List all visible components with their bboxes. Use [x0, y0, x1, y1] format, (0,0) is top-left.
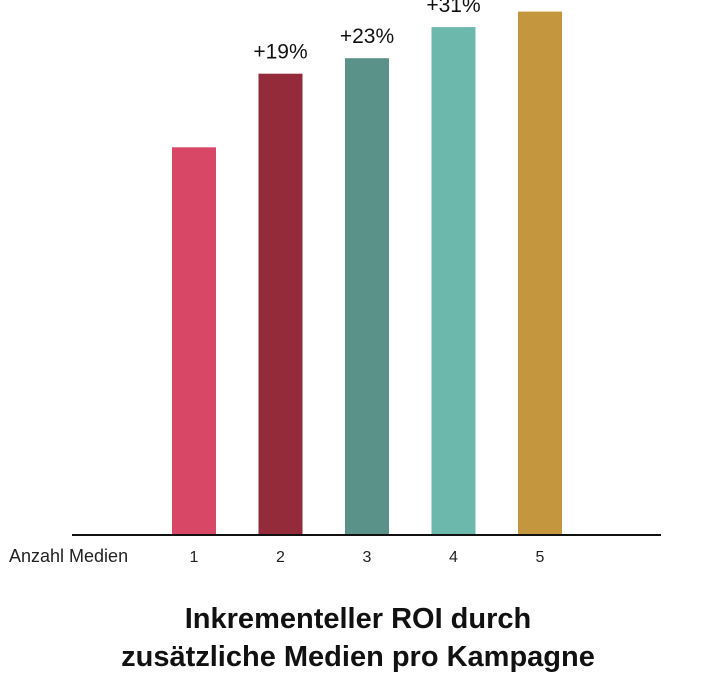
bar-5: [518, 11, 562, 536]
x-tick-label-4: 4: [449, 549, 458, 566]
chart-title-line-2: zusätzliche Medien pro Kampagne: [121, 641, 595, 673]
bar-1: [172, 147, 216, 536]
data-label-4: +31%: [426, 0, 480, 17]
x-tick-label-2: 2: [276, 549, 285, 566]
data-labels-layer: +19% +23% +31% +35%: [253, 0, 567, 64]
x-tick-label-5: 5: [536, 549, 545, 566]
data-label-3: +23%: [340, 25, 394, 48]
chart-canvas: +19% +23% +31% +35% 1 2 3 4 5 Anzahl Medien: [9, 0, 661, 566]
x-tick-label-1: 1: [190, 549, 199, 566]
x-tick-labels: 1 2 3 4 5: [190, 549, 545, 566]
x-tick-label-3: 3: [363, 549, 372, 566]
bar-4: [431, 27, 476, 535]
bar-chart: +19% +23% +31% +35% 1 2 3 4 5 Anzahl Medien: [9, 0, 661, 566]
bar-2: [258, 73, 303, 535]
data-label-5: +35%: [513, 0, 567, 2]
data-label-2: +19%: [253, 41, 307, 64]
bars-layer: [172, 11, 562, 536]
x-axis-title: Anzahl Medien: [9, 546, 128, 566]
chart-title: Inkrementeller ROI durch zusätzliche Med…: [0, 600, 716, 676]
bar-3: [345, 58, 389, 535]
chart-title-line-1: Inkrementeller ROI durch: [184, 603, 532, 635]
